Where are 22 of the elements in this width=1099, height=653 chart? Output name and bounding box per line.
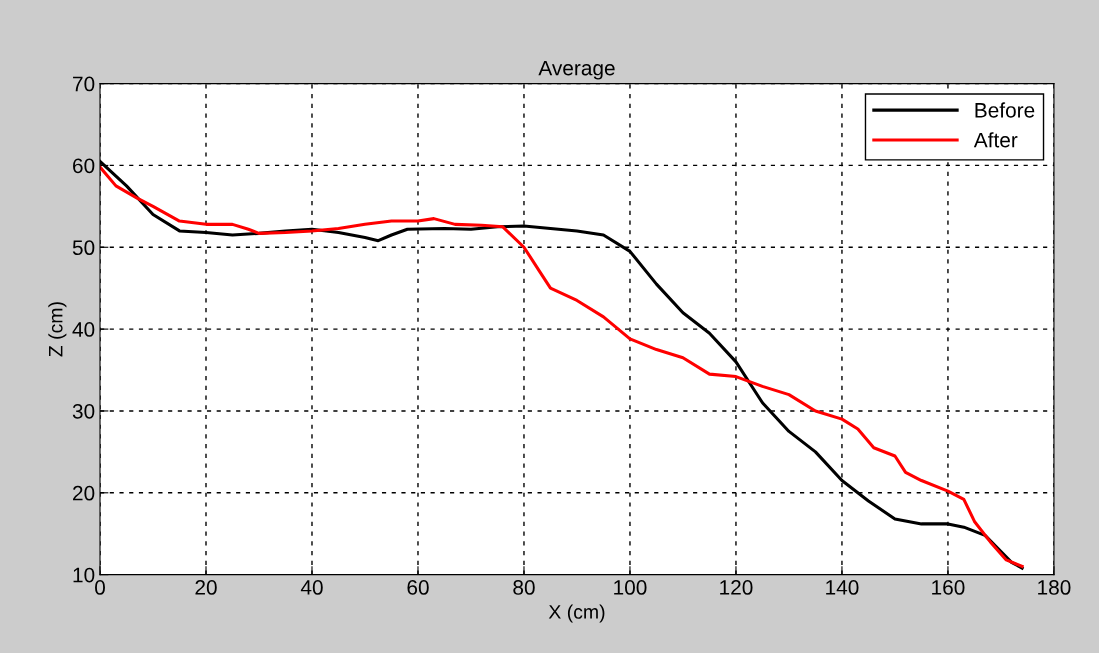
y-tick-label: 70 [73,76,95,92]
y-tick-label: 40 [72,322,95,337]
x-tick-label: 160 [932,580,965,595]
y-tick-label: 20 [73,485,95,501]
legend-label: Before [975,102,1035,118]
x-tick-label: 120 [720,580,753,595]
x-tick-label: 180 [1038,580,1071,595]
x-tick-label: 60 [407,580,429,595]
legend-label: After [973,132,1018,148]
x-tick-label: 140 [826,580,859,595]
y-tick-label: 50 [72,240,95,256]
x-tick-label: 0 [95,580,105,595]
x-axis-title: X (cm) [548,604,605,623]
chart-title: Average [538,60,615,80]
x-tick-label: 20 [195,580,217,595]
y-tick-label: 60 [73,158,95,174]
x-tick-label: 100 [614,580,647,595]
y-tick-label: 30 [72,403,95,419]
y-axis-title: Z (cm) [48,302,67,357]
y-tick-label: 10 [73,567,95,583]
x-tick-label: 80 [513,580,535,595]
x-tick-label: 40 [300,580,323,595]
